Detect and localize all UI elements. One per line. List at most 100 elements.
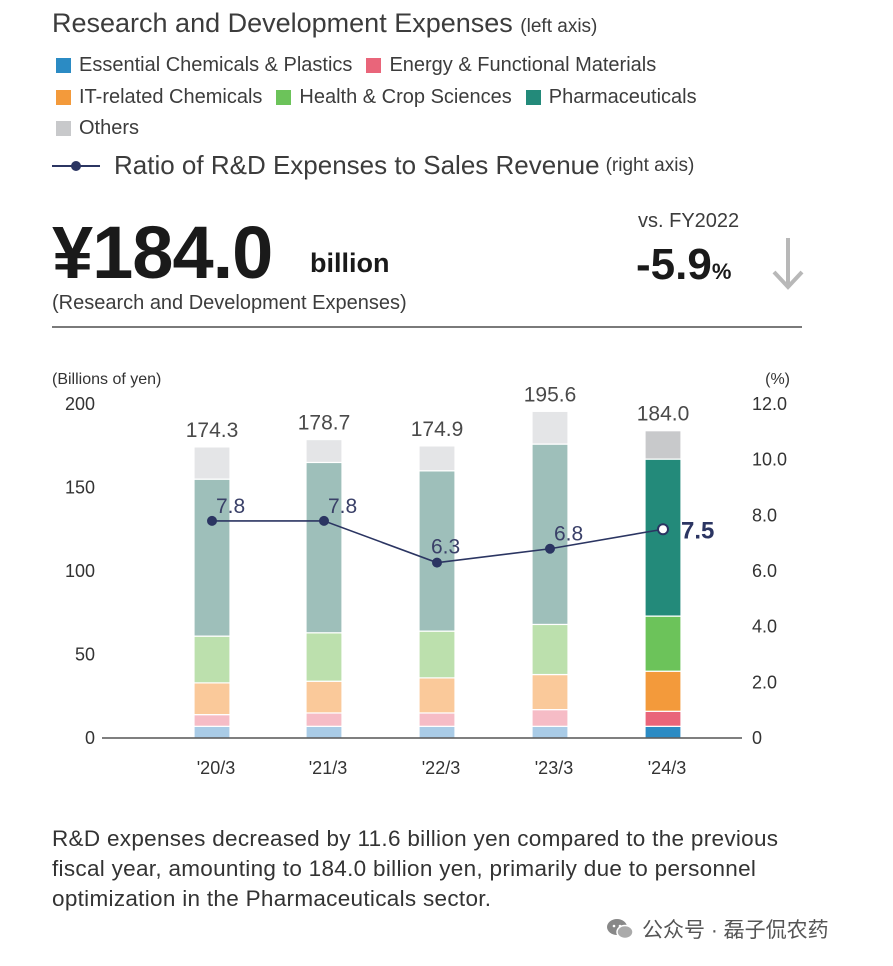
bar-total-label: 184.0 [637,403,690,426]
watermark: 公众号 · 磊子侃农药 [606,914,829,944]
line-marker-icon [52,160,100,171]
left-axis-label: (Billions of yen) [52,371,161,388]
legend-item-energy-materials: Energy & Functional Materials [366,54,656,77]
left-tick-label: 50 [75,645,95,665]
bar-segment [531,443,569,626]
legend-swatch [366,58,382,73]
x-tick-label: '22/3 [422,758,460,778]
ratio-point [545,543,555,554]
ratio-label: 7.8 [328,495,357,518]
x-tick-label: '24/3 [648,758,686,778]
legend-swatch [56,90,71,105]
ratio-point [432,557,442,568]
chart-title: Research and Development Expenses (left … [52,8,597,39]
bar-segment [193,725,231,739]
legend-label: Pharmaceuticals [548,86,697,108]
bar-total-label: 174.9 [411,418,464,441]
right-tick-label: 8.0 [752,505,777,525]
bar-segment [531,709,569,727]
ratio-legend: Ratio of R&D Expenses to Sales Revenue (… [52,150,694,181]
bar-segment [644,458,682,617]
legend-swatch [56,121,71,136]
right-tick-label: 6.0 [752,561,777,581]
bar-segment [644,725,682,739]
watermark-text: 公众号 · 磊子侃农药 [642,919,829,942]
bar-segment [644,430,682,460]
bar-segment [531,623,569,676]
legend-label: Essential Chemicals & Plastics [79,54,353,76]
comparison-change: -5.9 [636,240,712,289]
bar-segment [531,410,569,445]
comparison-value: -5.9% [636,240,731,290]
headline-unit: billion [310,248,390,278]
headline-value: ¥184.0 [52,211,273,294]
x-tick-label: '20/3 [197,758,235,778]
title-axis-note: (left axis) [520,16,598,37]
bar-segment [305,438,343,464]
bar-segment [193,682,231,716]
left-tick-label: 100 [65,561,95,581]
ratio-label: 7.8 [216,495,245,518]
legend-row-3: Others [56,117,153,140]
left-tick-label: 200 [65,394,95,414]
ratio-point [207,515,217,526]
legend-label: Energy & Functional Materials [389,54,657,76]
bar-segment [193,446,231,480]
description-text: R&D expenses decreased by 11.6 billion y… [52,826,779,911]
bar-segment [193,635,231,684]
bar-segment [644,615,682,672]
bar-segment [418,712,456,727]
right-tick-label: 4.0 [752,617,777,637]
ratio-label: 7.5 [681,517,714,544]
bar-segment [305,712,343,727]
ratio-point [319,515,329,526]
legend-label: Health & Crop Sciences [299,86,512,108]
bar-segment [418,630,456,679]
bar-total-label: 195.6 [524,383,577,406]
legend-label: Others [79,117,140,139]
bar-segment [531,725,569,739]
legend-item-health-crop: Health & Crop Sciences [276,86,512,109]
bar-segment [644,670,682,712]
ratio-legend-label: Ratio of R&D Expenses to Sales Revenue [114,150,600,180]
bar-segment [305,461,343,634]
bar-segment [418,677,456,714]
headline-subtitle: (Research and Development Expenses) [52,292,407,314]
comparison-label: vs. FY2022 [638,210,740,232]
bar-segment [531,673,569,711]
bar-segment [644,710,682,727]
legend-swatch [525,90,541,105]
divider [52,326,802,328]
legend-item-others: Others [56,117,139,140]
ratio-label: 6.8 [554,523,583,546]
legend-row-1: Essential Chemicals & Plastics Energy & … [56,54,670,77]
bar-segment [193,478,231,637]
left-tick-label: 0 [85,728,95,748]
right-tick-label: 12.0 [752,394,787,414]
title-text: Research and Development Expenses [52,8,513,38]
bar-segment [305,725,343,739]
legend-item-essential-chemicals: Essential Chemicals & Plastics [56,54,352,77]
bar-segment [305,632,343,682]
bar-segment [418,725,456,739]
right-tick-label: 2.0 [752,672,777,692]
legend-label: IT-related Chemicals [79,86,263,108]
legend-item-pharmaceuticals: Pharmaceuticals [525,86,697,109]
down-arrow-icon [772,238,804,290]
ratio-axis-note: (right axis) [605,154,695,176]
bar-segment [193,714,231,727]
ratio-label: 6.3 [431,536,460,559]
legend-swatch [276,90,292,105]
right-axis-label: (%) [765,371,790,388]
bar-total-label: 178.7 [298,412,351,435]
x-tick-label: '21/3 [309,758,347,778]
left-tick-label: 150 [65,478,95,498]
right-tick-label: 0 [752,728,762,748]
legend-row-2: IT-related Chemicals Health & Crop Scien… [56,86,711,109]
ratio-point [657,523,669,536]
legend-item-it-chemicals: IT-related Chemicals [56,86,262,109]
stacked-bar-chart: (Billions of yen) (%) 0 50 100 150 200 0 2.0 4.0 6… [52,371,790,778]
x-tick-label: '23/3 [535,758,573,778]
right-tick-label: 10.0 [752,450,787,470]
comparison-unit: % [711,259,732,284]
